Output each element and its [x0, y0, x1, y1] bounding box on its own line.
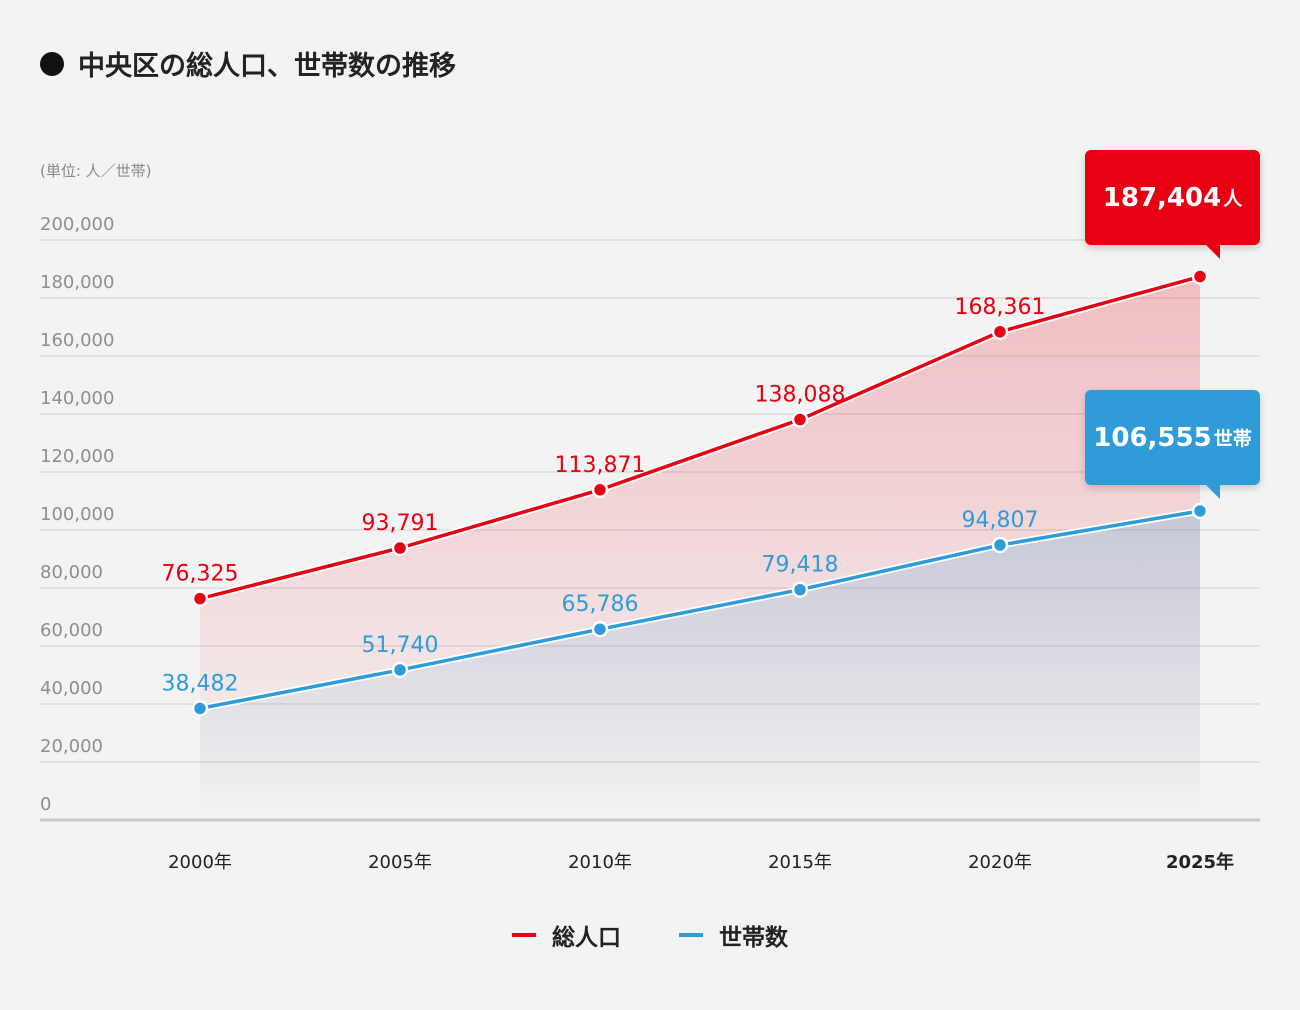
data-label: 94,807: [962, 508, 1039, 533]
data-label: 93,791: [362, 511, 439, 536]
data-label: 65,786: [562, 592, 639, 617]
x-tick-label: 2005年: [368, 852, 432, 873]
data-point: [591, 481, 609, 499]
callout-households: 106,555 世帯: [1085, 390, 1260, 499]
chart-title-text: 中央区の総人口、世帯数の推移: [78, 51, 456, 82]
callout-population-value: 187,404: [1102, 182, 1222, 213]
legend-label-households: 世帯数: [719, 925, 788, 951]
series-line-0: [199, 274, 1201, 601]
unit-label: (単位: 人／世帯): [40, 162, 152, 180]
legend-item-households: 世帯数: [679, 918, 788, 952]
y-tick-label: 20,000: [40, 736, 103, 757]
data-label: 76,325: [162, 562, 239, 587]
data-label: 113,871: [555, 453, 646, 478]
y-tick-label: 80,000: [40, 562, 103, 583]
y-tick-label: 40,000: [40, 678, 103, 699]
data-point: [191, 590, 209, 607]
callout-households-value: 106,555: [1093, 422, 1212, 453]
legend: 総人口 世帯数: [0, 918, 1300, 952]
chart-title: 中央区の総人口、世帯数の推移: [40, 44, 456, 83]
data-point: [391, 661, 409, 679]
series-line-1: [199, 509, 1201, 711]
title-bullet-icon: [40, 51, 64, 76]
data-point: [191, 700, 209, 717]
y-tick-label: 120,000: [40, 446, 114, 467]
legend-swatch-households: [679, 933, 703, 937]
x-tick-label: 2020年: [968, 852, 1032, 873]
y-tick-label: 100,000: [40, 504, 114, 525]
y-tick-label: 140,000: [40, 388, 114, 409]
data-point: [991, 536, 1009, 554]
legend-swatch-population: [512, 933, 536, 937]
y-tick-label: 0: [40, 794, 51, 815]
y-tick-label: 180,000: [40, 272, 114, 293]
callout-population: 187,404 人: [1085, 150, 1260, 259]
data-label: 138,088: [755, 383, 846, 408]
data-point: [1191, 502, 1209, 520]
data-label: 79,418: [762, 553, 839, 578]
data-point: [1191, 268, 1209, 285]
data-label: 38,482: [162, 671, 239, 696]
x-tick-label: 2015年: [768, 852, 832, 873]
y-tick-label: 200,000: [40, 214, 114, 235]
data-point: [791, 411, 809, 428]
series-area-1: [200, 510, 1200, 820]
data-point: [791, 581, 809, 598]
data-point: [991, 323, 1009, 341]
x-tick-label: 2010年: [568, 852, 632, 873]
x-tick-label: 2025年: [1166, 851, 1234, 873]
data-point: [591, 620, 609, 638]
y-tick-label: 60,000: [40, 620, 103, 641]
legend-label-population: 総人口: [552, 925, 621, 951]
callout-households-unit: 世帯: [1213, 428, 1252, 450]
legend-item-population: 総人口: [512, 918, 621, 952]
data-label: 51,740: [362, 633, 439, 658]
data-label: 168,361: [955, 295, 1046, 320]
callout-population-unit: 人: [1223, 188, 1243, 210]
data-point: [391, 539, 409, 557]
x-tick-label: 2000年: [168, 852, 232, 873]
y-tick-label: 160,000: [40, 330, 114, 351]
